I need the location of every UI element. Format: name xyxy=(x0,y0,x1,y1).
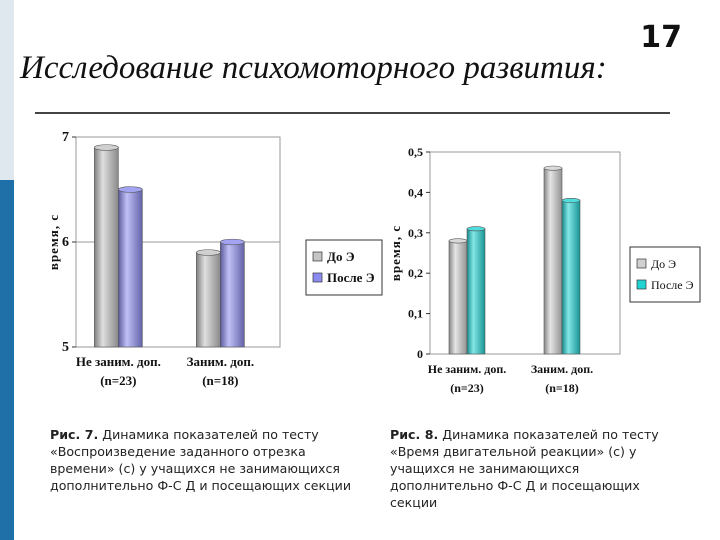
legend-swatch xyxy=(636,258,647,269)
legend-label: После Э xyxy=(651,278,694,292)
x-category-label: Не заним. доп. xyxy=(76,354,161,369)
slide-title: Исследование психомоторного развития: xyxy=(20,50,607,86)
slide-number: 17 xyxy=(640,20,682,55)
bar-cap xyxy=(561,198,581,203)
y-tick-label: 0,1 xyxy=(408,307,423,321)
bar-До Э-1 xyxy=(543,167,563,355)
x-category-sublabel: (n=18) xyxy=(202,373,238,388)
legend-box xyxy=(629,246,701,303)
bar-После Э-0 xyxy=(118,189,143,348)
x-category-label: Не заним. доп. xyxy=(428,362,506,376)
bar-cap xyxy=(466,226,486,232)
y-tick-label: 5 xyxy=(62,340,69,355)
x-category-sublabel: (n=23) xyxy=(450,381,484,395)
side-accent-bar-light xyxy=(0,0,14,180)
bar-cap xyxy=(118,186,143,193)
bar-После Э-0 xyxy=(466,228,486,355)
bar-cap xyxy=(448,238,468,244)
legend-swatch xyxy=(312,251,323,262)
bar-До Э-1 xyxy=(196,252,221,348)
caption-fig7-text: Динамика показателей по тесту «Воспроизв… xyxy=(50,427,352,493)
bar-После Э-1 xyxy=(561,200,581,355)
y-tick-label: 0 xyxy=(417,347,423,361)
caption-fig7: Рис. 7. Динамика показателей по тесту «В… xyxy=(50,426,355,494)
x-category-label: Заним. доп. xyxy=(531,362,593,376)
side-accent-bar-dark xyxy=(0,180,14,540)
y-tick-label: 7 xyxy=(62,130,69,145)
bar-cap xyxy=(543,165,563,171)
y-tick-label: 0,3 xyxy=(408,226,423,240)
y-axis-label: время, с xyxy=(388,225,403,281)
legend-swatch xyxy=(312,272,323,283)
bar-cap xyxy=(94,144,119,151)
title-rule xyxy=(35,112,670,114)
caption-fig8-label: Рис. 8. xyxy=(390,427,439,442)
legend-label: До Э xyxy=(651,257,676,271)
y-tick-label: 0,2 xyxy=(408,266,423,280)
legend-box xyxy=(305,239,383,296)
y-tick-label: 0,4 xyxy=(408,185,423,199)
caption-fig8-text: Динамика показателей по тесту «Время дви… xyxy=(390,427,659,510)
x-category-label: Заним. доп. xyxy=(187,354,255,369)
y-axis-label: время, с xyxy=(46,214,61,270)
legend-swatch xyxy=(636,279,647,290)
caption-fig8: Рис. 8. Динамика показателей по тесту «В… xyxy=(390,426,680,511)
legend-label: После Э xyxy=(327,270,375,285)
x-category-sublabel: (n=23) xyxy=(100,373,136,388)
y-tick-label: 0,5 xyxy=(408,145,423,159)
y-tick-label: 6 xyxy=(62,235,69,250)
x-category-sublabel: (n=18) xyxy=(545,381,579,395)
bar-После Э-1 xyxy=(220,241,245,348)
bar-До Э-0 xyxy=(448,240,468,355)
caption-fig7-label: Рис. 7. xyxy=(50,427,99,442)
legend-label: До Э xyxy=(327,249,355,264)
bar-cap xyxy=(220,238,245,246)
